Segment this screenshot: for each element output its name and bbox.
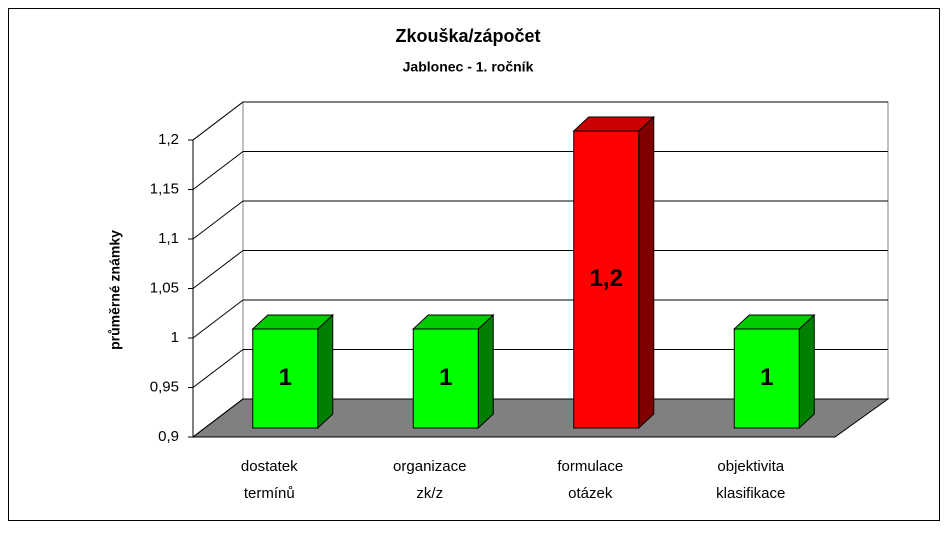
bar <box>251 313 335 430</box>
bar <box>572 115 656 430</box>
grid-line <box>192 151 244 190</box>
x-tick-label: dostatek <box>241 458 298 475</box>
grid-line <box>192 101 244 141</box>
value-label: 1,2 <box>590 265 623 292</box>
grid-line <box>192 299 244 339</box>
bar <box>732 313 816 430</box>
grid-line <box>192 250 244 289</box>
x-tick-label: zk/z <box>416 485 443 502</box>
bar-side <box>798 313 815 430</box>
y-tick-label: 1 <box>171 329 179 346</box>
chart-title: Zkouška/zápočet <box>395 26 540 46</box>
grid-line <box>192 200 244 240</box>
y-tick-label: 1,1 <box>158 230 179 247</box>
value-label: 1 <box>439 364 452 391</box>
value-label: 1 <box>279 364 292 391</box>
value-label: 1 <box>760 364 773 391</box>
bar-side <box>317 313 334 430</box>
bar-side <box>638 115 655 430</box>
bar <box>411 313 495 430</box>
x-tick-label: objektivita <box>717 458 784 475</box>
y-tick-label: 0,95 <box>150 378 179 395</box>
bar-front <box>252 328 319 429</box>
bar-front <box>412 328 479 429</box>
x-tick-label: termínů <box>244 485 295 502</box>
grid-line <box>192 349 244 388</box>
y-tick-label: 0,9 <box>158 428 179 445</box>
bar-front <box>573 130 640 429</box>
y-axis-title: průměrné známky <box>107 230 123 350</box>
y-tick-label: 1,05 <box>150 279 179 296</box>
bar-side <box>477 313 494 430</box>
y-tick-label: 1,15 <box>150 180 179 197</box>
chart-subtitle: Jablonec - 1. ročník <box>403 59 534 75</box>
x-tick-label: klasifikace <box>716 485 785 502</box>
bar-front <box>733 328 800 429</box>
x-tick-label: formulace <box>557 458 623 475</box>
grid-line <box>192 398 244 438</box>
x-tick-label: otázek <box>568 485 613 502</box>
y-tick-label: 1,2 <box>158 131 179 148</box>
x-tick-label: organizace <box>393 458 466 475</box>
